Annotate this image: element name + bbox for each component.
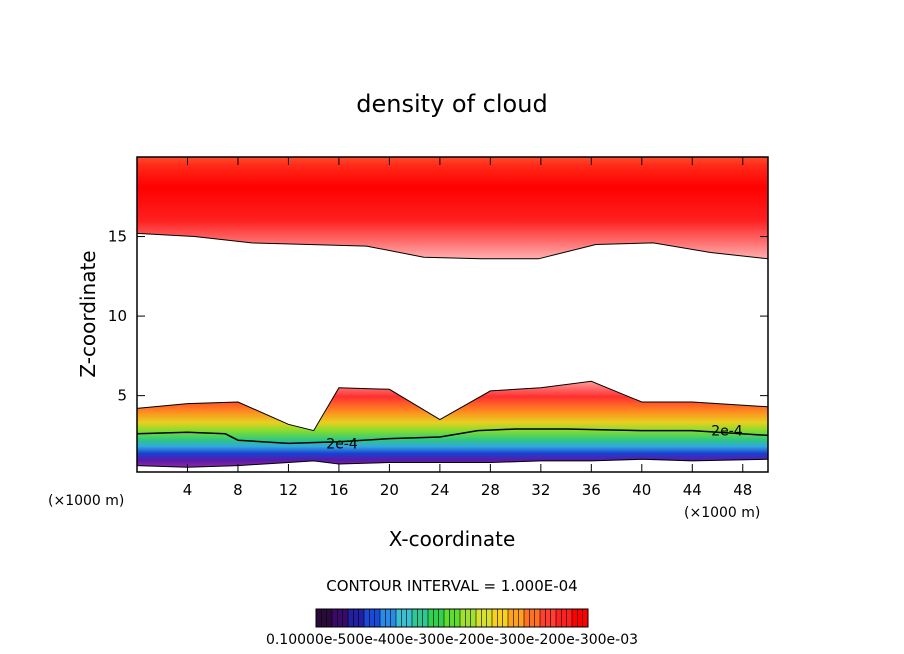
y-tick-label: 10 xyxy=(108,307,127,325)
colorbar-swatch xyxy=(412,609,429,627)
colorbar xyxy=(315,608,589,628)
colorbar-swatch xyxy=(540,609,557,627)
x-axis-label: X-coordinate xyxy=(389,527,516,551)
x-tick-label: 44 xyxy=(683,481,702,499)
x-tick-label: 20 xyxy=(380,481,399,499)
y-tick-label: 5 xyxy=(117,387,127,405)
colorbar-swatch xyxy=(476,609,493,627)
x-tick-label: 16 xyxy=(329,481,348,499)
colorbar-swatch xyxy=(492,609,509,627)
contour-2e-4 xyxy=(137,428,768,445)
chart-title: density of cloud xyxy=(356,90,547,118)
x-axis: 4 8 12 16 20 24 28 32 36 40 44 48 xyxy=(183,157,752,499)
plot-frame xyxy=(136,156,769,473)
upper-cloud-band xyxy=(137,157,768,260)
x-tick-label: 12 xyxy=(279,481,298,499)
colorbar-swatch xyxy=(316,609,333,627)
x-tick-label: 8 xyxy=(233,481,243,499)
contour-label: 2e-4 xyxy=(326,436,358,452)
x-tick-label: 36 xyxy=(582,481,601,499)
colorbar-swatch xyxy=(380,609,397,627)
contour-interval-text: CONTOUR INTERVAL = 1.000E-04 xyxy=(326,577,577,595)
colorbar-swatch xyxy=(508,609,525,627)
y-axis-label: Z-coordinate xyxy=(76,250,100,377)
contour-label: 2e-4 xyxy=(711,424,743,440)
plot-area xyxy=(137,157,768,468)
colorbar-swatch xyxy=(444,609,461,627)
x-tick-label: 4 xyxy=(183,481,193,499)
x-tick-label: 28 xyxy=(481,481,500,499)
x-tick-label: 32 xyxy=(531,481,550,499)
colorbar-swatch xyxy=(428,609,445,627)
x-tick-label: 48 xyxy=(733,481,752,499)
x-unit-right: (×1000 m) xyxy=(684,505,760,521)
colorbar-swatch xyxy=(348,609,365,627)
x-unit-left: (×1000 m) xyxy=(48,493,124,509)
y-tick-label: 15 xyxy=(108,228,127,246)
colorbar-swatch xyxy=(364,609,381,627)
colorbar-frame xyxy=(315,608,589,628)
colorbar-swatch xyxy=(524,609,541,627)
colorbar-swatch xyxy=(556,609,573,627)
y-axis: 5 10 15 xyxy=(108,228,768,405)
lower-cloud-band xyxy=(137,380,768,468)
colorbar-swatch xyxy=(396,609,413,627)
colorbar-swatch xyxy=(332,609,349,627)
colorbar-labels: 0.10000e-500e-400e-300e-200e-300e-200e-3… xyxy=(266,632,638,648)
x-tick-label: 24 xyxy=(430,481,449,499)
x-tick-label: 40 xyxy=(632,481,651,499)
colorbar-swatch xyxy=(460,609,477,627)
colorbar-swatch xyxy=(572,609,589,627)
